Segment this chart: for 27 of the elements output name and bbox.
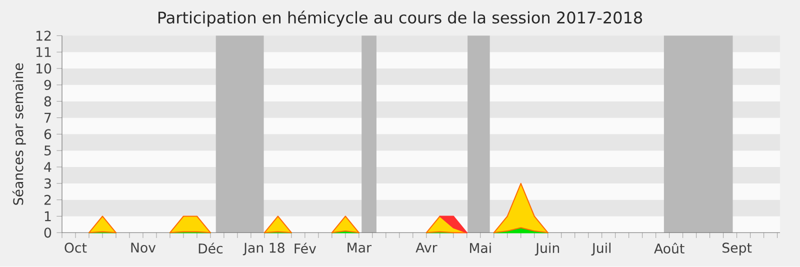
x-tick-label: Juil [591,242,610,256]
y-tick-label: 12 [36,30,51,41]
y-tick-label: 6 [44,129,52,140]
x-tick-label: Déc [198,242,223,254]
chart-title: Participation en hémicycle au cours de la session 2017-2018 [158,10,642,27]
y-tick-label: 4 [44,162,52,172]
y-tick-label: 10 [36,64,52,74]
x-tick-label: Juin [534,242,560,256]
x-tick-label: Oct [64,242,87,253]
x-tick-label: Mai [470,242,491,254]
y-tick-label: 3 [44,178,51,189]
y-tick-label: 8 [44,96,52,107]
y-tick-label: 7 [44,113,51,123]
y-tick-label: 2 [44,195,51,205]
y-tick-label: 11 [36,47,51,58]
y-tick-label: 1 [44,212,51,222]
y-axis-title: Séances par semaine [12,64,26,205]
x-tick-label: Mar [348,242,372,253]
x-tick-label: Sept [722,242,752,256]
x-tick-label: Fév [294,242,316,254]
x-tick-label: Août [654,242,684,254]
x-tick-label: Nov [131,242,156,253]
y-tick-label: 5 [44,146,51,156]
x-tick-label: Avr [416,242,438,253]
y-tick-label: 0 [44,228,52,238]
x-tick-label: Jan 18 [242,242,284,256]
y-tick-label: 9 [44,80,52,90]
